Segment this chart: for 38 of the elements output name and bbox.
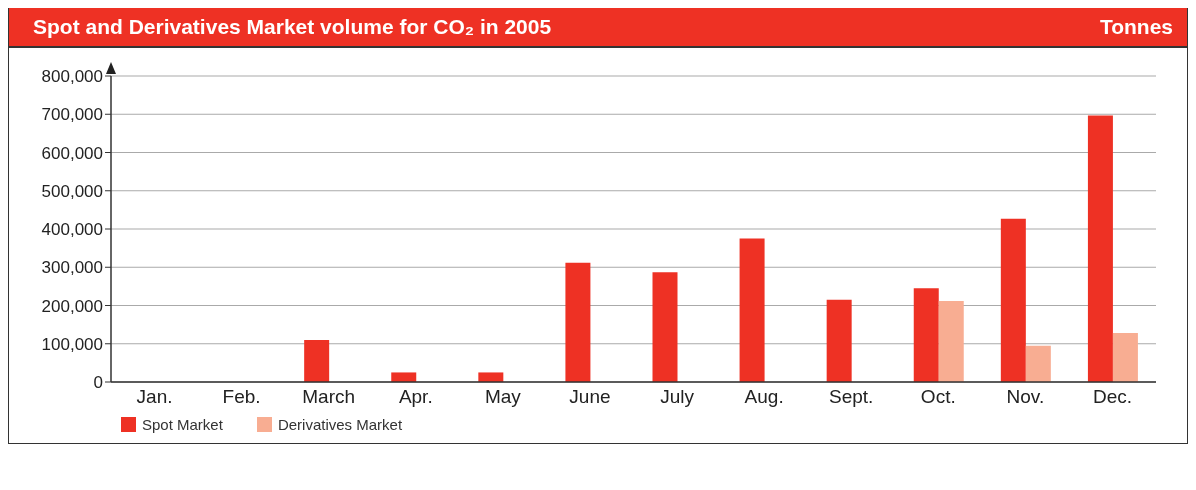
y-tick-label: 400,000 xyxy=(41,220,103,240)
y-tick-label: 600,000 xyxy=(41,143,103,163)
y-tick-label: 700,000 xyxy=(41,105,103,125)
bar xyxy=(913,288,939,382)
y-tick-label: 200,000 xyxy=(41,296,103,316)
bar xyxy=(1000,218,1026,382)
bar xyxy=(652,272,678,382)
x-tick-label: Jan. xyxy=(136,386,173,408)
y-axis-title: Tonnes xyxy=(1099,15,1173,39)
bar xyxy=(938,300,964,382)
y-tick-label: 800,000 xyxy=(41,67,103,87)
x-tick-label: May xyxy=(484,386,522,408)
bar xyxy=(304,339,330,382)
chart-title: Spot and Derivatives Market volume for CO₂ in 2005 xyxy=(33,15,552,39)
y-tick-label: 500,000 xyxy=(41,181,103,201)
y-tick-label: 300,000 xyxy=(41,258,103,278)
bar xyxy=(1025,345,1051,382)
bar xyxy=(1112,333,1138,382)
bar xyxy=(391,372,417,382)
x-tick-label: Apr. xyxy=(398,386,433,408)
bar xyxy=(1087,115,1113,382)
x-tick-label: Sept. xyxy=(829,386,874,408)
x-tick-label: Oct. xyxy=(920,386,956,408)
bar xyxy=(826,299,852,382)
legend-label: Derivatives Market xyxy=(277,416,403,433)
x-tick-label: July xyxy=(660,386,695,408)
x-tick-label: June xyxy=(569,386,611,408)
y-tick-label: 100,000 xyxy=(41,334,103,354)
y-tick-label: 0 xyxy=(93,373,103,393)
bar xyxy=(478,372,504,382)
x-tick-label: Aug. xyxy=(744,386,784,408)
x-tick-label: Nov. xyxy=(1006,386,1045,408)
legend-label: Spot Market xyxy=(142,416,223,433)
bar xyxy=(565,262,591,382)
x-tick-label: March xyxy=(302,386,356,408)
bar xyxy=(739,238,765,382)
x-tick-label: Dec. xyxy=(1092,386,1132,408)
x-tick-label: Feb. xyxy=(222,386,261,408)
